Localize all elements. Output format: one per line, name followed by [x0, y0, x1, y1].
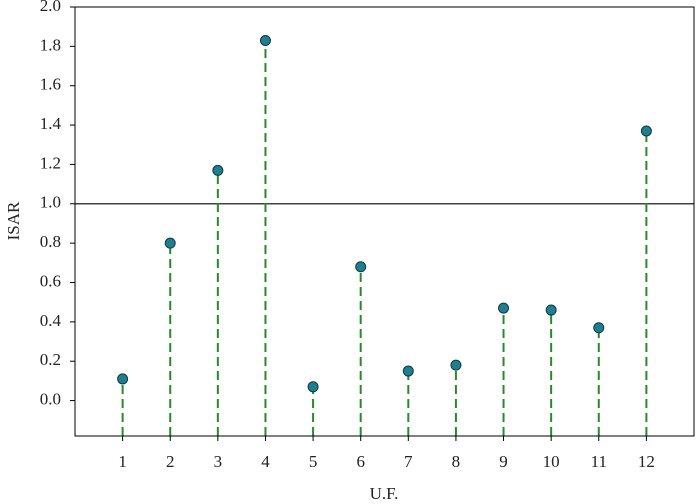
y-tick-label: 0.0 [40, 389, 61, 408]
y-tick-label: 1.6 [40, 75, 61, 94]
x-tick-label: 11 [591, 452, 607, 471]
marker [545, 304, 557, 316]
x-tick-label: 4 [261, 452, 270, 471]
y-tick-label: 0.6 [40, 271, 61, 290]
marker [355, 261, 367, 273]
x-tick-label: 12 [638, 452, 655, 471]
y-tick-label: 0.8 [40, 232, 61, 251]
marker [402, 365, 414, 377]
y-tick-label: 2.0 [40, 0, 61, 15]
marker [307, 381, 319, 393]
y-tick-label: 0.2 [40, 350, 61, 369]
marker [117, 373, 129, 385]
y-axis-label: ISAR [4, 201, 23, 240]
y-tick-label: 1.2 [40, 153, 61, 172]
y-tick-label: 1.8 [40, 35, 61, 54]
y-tick-label: 1.0 [40, 193, 61, 212]
marker [498, 302, 510, 314]
plot-frame [74, 6, 695, 437]
marker [164, 237, 176, 249]
x-tick-label: 5 [309, 452, 318, 471]
x-tick-label: 9 [499, 452, 508, 471]
x-tick-label: 1 [118, 452, 127, 471]
x-tick-label: 3 [214, 452, 223, 471]
x-tick-label: 10 [543, 452, 560, 471]
marker [212, 164, 224, 176]
marker [593, 322, 605, 334]
y-tick-label: 1.4 [40, 114, 62, 133]
x-tick-label: 6 [356, 452, 365, 471]
x-tick-label: 2 [166, 452, 175, 471]
marker [259, 34, 271, 46]
x-tick-label: 8 [452, 452, 461, 471]
marker [640, 125, 652, 137]
y-tick-label: 0.4 [40, 311, 62, 330]
marker [450, 359, 462, 371]
x-axis-label: U.F. [370, 484, 399, 503]
x-tick-label: 7 [404, 452, 413, 471]
